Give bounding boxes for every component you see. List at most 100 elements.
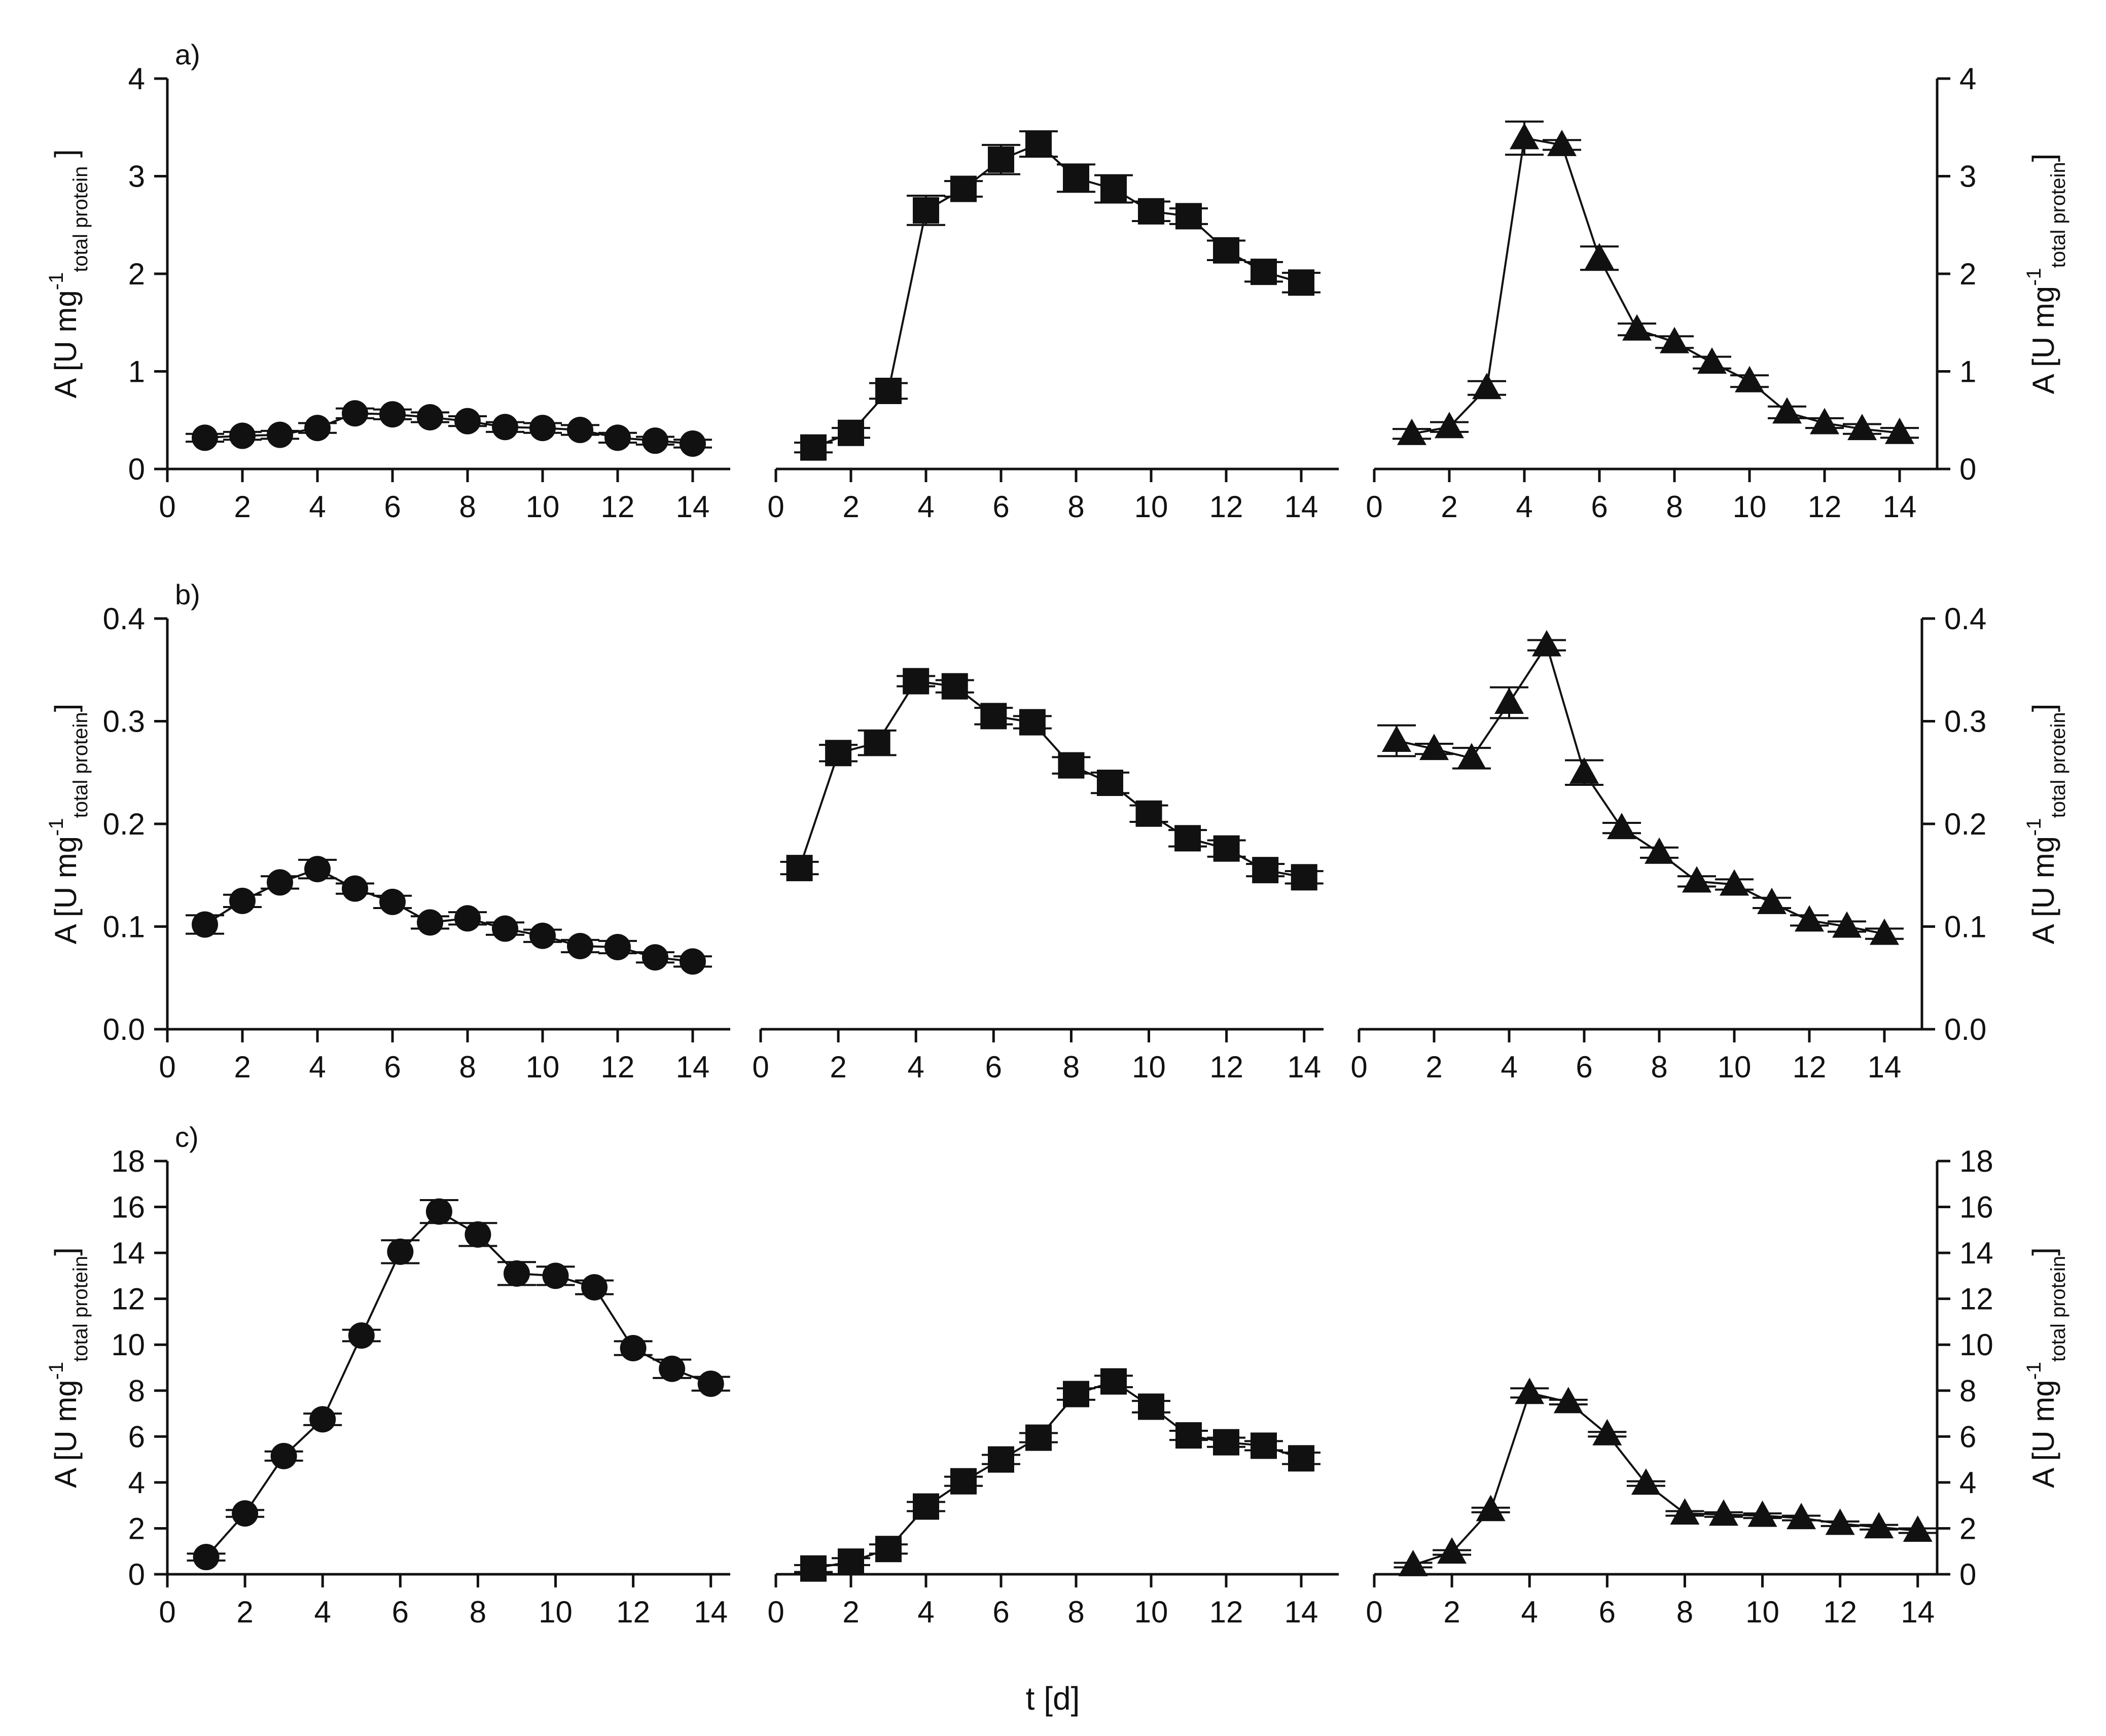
x-tick-label: 6 xyxy=(992,1595,1009,1629)
data-point xyxy=(529,415,556,442)
x-tick-label: 4 xyxy=(314,1595,331,1629)
x-tick-label: 12 xyxy=(1209,490,1243,524)
y-tick-label: 0 xyxy=(128,452,145,486)
data-point xyxy=(454,408,481,435)
x-tick-label: 6 xyxy=(1591,490,1608,524)
data-point xyxy=(1682,866,1711,893)
x-tick-label: 6 xyxy=(384,1050,401,1084)
data-point xyxy=(1825,1508,1855,1535)
data-point xyxy=(1437,1537,1467,1564)
x-tick-label: 6 xyxy=(392,1595,409,1629)
data-point xyxy=(1494,688,1524,714)
data-point xyxy=(1607,813,1636,840)
x-tick-label: 10 xyxy=(1134,490,1168,524)
x-tick-label: 8 xyxy=(459,490,476,524)
data-point xyxy=(941,673,968,700)
x-tick-label: 10 xyxy=(526,1050,560,1084)
data-point xyxy=(1592,1419,1622,1445)
data-point xyxy=(192,911,218,938)
x-tick-label: 2 xyxy=(1441,490,1457,524)
x-tick-label: 12 xyxy=(1823,1595,1857,1629)
x-tick-label: 8 xyxy=(1067,490,1084,524)
x-tick-label: 10 xyxy=(526,490,560,524)
data-point xyxy=(1735,366,1764,392)
x-tick-label: 0 xyxy=(159,1595,175,1629)
y-tick-label: 16 xyxy=(111,1190,145,1224)
data-point xyxy=(229,422,256,449)
data-point xyxy=(1622,314,1652,341)
x-tick-label: 12 xyxy=(1793,1050,1827,1084)
data-point xyxy=(1175,203,1202,230)
data-point xyxy=(680,948,706,975)
x-tick-label: 14 xyxy=(1287,1050,1321,1084)
data-point xyxy=(1631,1468,1661,1495)
data-point xyxy=(1747,1500,1777,1527)
data-point xyxy=(1510,123,1539,150)
x-tick-label: 14 xyxy=(1883,490,1917,524)
data-point xyxy=(1213,1429,1239,1456)
y-tick-label: 14 xyxy=(1959,1236,1993,1270)
x-tick-label: 2 xyxy=(234,1050,251,1084)
data-point xyxy=(604,424,631,451)
data-point xyxy=(980,703,1007,730)
data-point xyxy=(267,421,293,448)
x-tick-label: 8 xyxy=(1063,1050,1080,1084)
y-tick-label: 2 xyxy=(128,257,145,291)
x-tick-label: 12 xyxy=(1209,1595,1243,1629)
data-point xyxy=(1063,165,1089,192)
x-tick-label: 12 xyxy=(601,1050,635,1084)
y-tick-label: 0.4 xyxy=(103,602,145,636)
data-point xyxy=(542,1262,569,1289)
data-point xyxy=(1135,800,1162,827)
x-tick-label: 10 xyxy=(1745,1595,1779,1629)
y-tick-label: 0.0 xyxy=(1944,1012,1986,1046)
data-point xyxy=(1569,757,1599,784)
data-point xyxy=(1382,725,1411,752)
y-tick-label: 12 xyxy=(111,1282,145,1316)
data-point xyxy=(454,905,481,932)
x-tick-label: 2 xyxy=(234,490,251,524)
x-tick-label: 2 xyxy=(830,1050,846,1084)
x-tick-label: 14 xyxy=(1284,490,1318,524)
data-point xyxy=(950,1468,977,1495)
y-tick-label: 14 xyxy=(111,1236,145,1270)
x-tick-label: 12 xyxy=(601,490,635,524)
data-point xyxy=(913,197,939,224)
data-point xyxy=(1174,825,1201,852)
data-point xyxy=(1585,243,1614,270)
y-tick-label: 2 xyxy=(128,1511,145,1545)
data-point xyxy=(1288,269,1314,296)
y-tick-label: 10 xyxy=(1959,1328,1993,1362)
x-tick-label: 10 xyxy=(1733,490,1767,524)
y-tick-label: 12 xyxy=(1959,1282,1993,1316)
data-point xyxy=(1288,1445,1314,1472)
data-point xyxy=(1100,175,1127,202)
data-point xyxy=(1720,869,1749,896)
panel-b-1: 0 2 4 6 8 10 12 14 0.0 0.1 0.2 0.3 0.4 A [U mg-1total… xyxy=(45,578,730,1084)
data-point xyxy=(800,1555,827,1582)
y-tick-label: 0.2 xyxy=(103,807,145,841)
data-point xyxy=(620,1335,647,1362)
x-tick-label: 8 xyxy=(459,1050,476,1084)
x-tick-label: 8 xyxy=(1067,1595,1084,1629)
panel-label: c) xyxy=(175,1121,199,1153)
data-point xyxy=(1398,1549,1428,1576)
data-point xyxy=(387,1238,414,1265)
x-tick-label: 4 xyxy=(309,490,326,524)
data-point xyxy=(379,401,406,428)
y-tick-label: 0.0 xyxy=(103,1012,145,1046)
data-point xyxy=(1708,1499,1738,1526)
y-axis-title: A [U mg-1total protein] xyxy=(45,704,92,945)
data-point xyxy=(309,1406,336,1433)
x-tick-label: 0 xyxy=(1350,1050,1367,1084)
data-point xyxy=(800,434,827,461)
y-axis-title: A [U mg-1total protein ] xyxy=(45,149,92,398)
data-point xyxy=(417,909,443,936)
y-tick-label: 8 xyxy=(1959,1374,1976,1408)
y-tick-label: 6 xyxy=(1959,1420,1976,1454)
data-point xyxy=(864,730,890,756)
data-point xyxy=(1100,1368,1127,1395)
y-tick-label: 3 xyxy=(1959,160,1976,194)
data-point xyxy=(1697,347,1727,374)
data-point xyxy=(1252,857,1279,884)
